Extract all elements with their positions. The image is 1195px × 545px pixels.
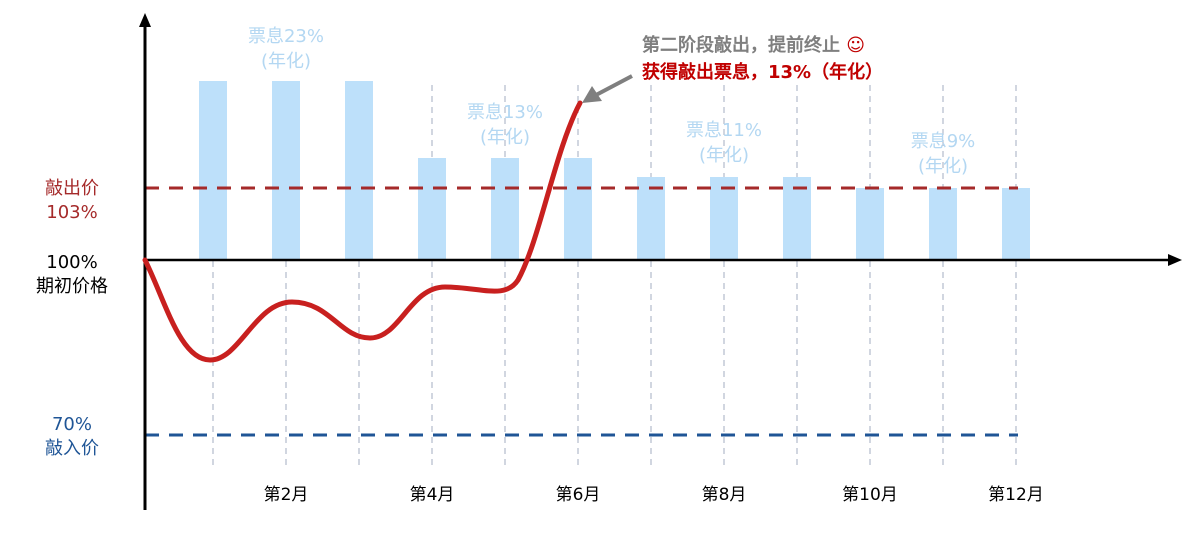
- coupon-label: 票息11%: [686, 120, 762, 141]
- coupon-bar: [418, 158, 446, 260]
- x-tick-label: 第12月: [988, 485, 1044, 505]
- x-tick-label: 第6月: [556, 485, 601, 505]
- x-tick-label: 第10月: [842, 485, 898, 505]
- coupon-label: 票息23%: [248, 26, 324, 47]
- knock-out-value: 103%: [46, 202, 97, 223]
- coupon-bar: [929, 188, 957, 260]
- x-axis-arrow: [1168, 254, 1182, 266]
- annotation-arrow: [595, 74, 633, 97]
- coupon-bar: [491, 158, 519, 260]
- coupon-label-annualized: (年化): [918, 156, 968, 177]
- smiley-icon: ☺: [846, 35, 865, 56]
- initial-value: 100%: [46, 252, 97, 273]
- y-axis-arrow: [139, 13, 151, 27]
- coupon-label: 票息9%: [911, 131, 976, 152]
- price-curve: [142, 100, 583, 363]
- x-tick-label: 第2月: [264, 485, 309, 505]
- coupon-label-annualized: (年化): [699, 145, 749, 166]
- coupon-bar: [199, 81, 227, 260]
- knock-in-label: 敲入价: [45, 438, 99, 459]
- coupon-bar: [564, 158, 592, 260]
- coupon-bar: [345, 81, 373, 260]
- coupon-label-annualized: (年化): [261, 51, 311, 72]
- x-tick-label: 第4月: [410, 485, 455, 505]
- x-tick-label: 第8月: [702, 485, 747, 505]
- knock-out-label: 敲出价: [45, 178, 99, 199]
- coupon-label-annualized: (年化): [480, 127, 530, 148]
- initial-label: 期初价格: [36, 276, 108, 297]
- coupon-label: 票息13%: [467, 102, 543, 123]
- coupon-bar: [637, 177, 665, 260]
- annotation-arrowhead: [582, 86, 602, 103]
- coupon-bar: [856, 188, 884, 260]
- coupon-bar: [710, 177, 738, 260]
- coupon-bar: [783, 177, 811, 260]
- coupon-bar: [1002, 188, 1030, 260]
- annotation-line2: 获得敲出票息，13%（年化）: [642, 61, 883, 83]
- knock-in-value: 70%: [52, 414, 92, 435]
- annotation-line1: 第二阶段敲出，提前终止 ☺: [642, 34, 865, 56]
- coupon-bar: [272, 81, 300, 260]
